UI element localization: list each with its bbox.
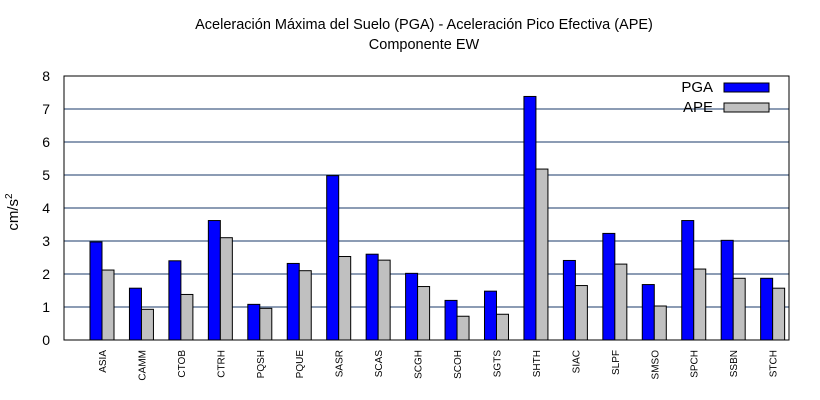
bar-ape-sasr <box>338 256 352 341</box>
y-axis-ticks: 0 1 2 3 4 5 6 7 8 <box>42 68 50 348</box>
x-tick-label: CAMM <box>137 350 148 381</box>
x-tick-label: SCAS <box>374 350 385 378</box>
bar-pga-shth <box>523 95 537 341</box>
legend-label-pga: PGA <box>681 79 713 96</box>
legend: PGA APE <box>681 79 770 116</box>
x-tick-label: STCH <box>769 350 780 377</box>
x-tick-label: SPCH <box>690 350 701 378</box>
x-tick-label: PQSH <box>256 350 267 378</box>
x-tick-label: SHTH <box>532 350 543 377</box>
x-tick-label: SASR <box>335 350 346 377</box>
y-axis-label-exponent: 2 <box>4 193 15 199</box>
bar-pga-ctrh <box>207 220 221 341</box>
x-tick-label: SSBN <box>729 350 740 377</box>
bar-ape-scgh <box>417 286 431 341</box>
bar-ape-siac <box>574 285 588 341</box>
x-tick-label: CTOB <box>177 350 188 378</box>
bars <box>89 95 786 341</box>
chart-title-line-1: Aceleración Máxima del Suelo (PGA) - Ace… <box>195 17 653 33</box>
y-tick-label: 3 <box>42 233 50 249</box>
bar-pga-scoh <box>444 299 458 341</box>
y-tick-label: 8 <box>42 68 50 84</box>
bar-pga-spch <box>681 220 695 341</box>
bar-ape-shth <box>535 168 549 341</box>
bar-pga-pqsh <box>247 303 261 341</box>
bar-ape-scas <box>377 259 391 341</box>
bar-ape-slpf <box>614 263 628 341</box>
bar-pga-asia <box>89 241 103 341</box>
bar-pga-sgts <box>483 290 497 341</box>
plot-frame <box>63 75 790 341</box>
bar-pga-stch <box>760 277 774 341</box>
chart-title: Aceleración Máxima del Suelo (PGA) - Ace… <box>0 15 820 55</box>
y-axis-label-unit: cm/s <box>5 199 22 231</box>
x-tick-label: SMSO <box>650 350 661 380</box>
bar-pga-siac <box>562 259 576 341</box>
legend-swatch-ape <box>723 102 770 113</box>
y-tick-label: 0 <box>42 332 50 348</box>
x-tick-label: SLPF <box>611 350 622 375</box>
bar-ape-asia <box>101 269 115 341</box>
bar-ape-ctrh <box>219 237 233 341</box>
x-tick-label: SGTS <box>492 350 503 378</box>
y-axis-label: cm/s2 <box>4 193 22 231</box>
bar-ape-pque <box>298 270 312 341</box>
y-tick-label: 6 <box>42 134 50 150</box>
y-tick-label: 1 <box>42 299 50 315</box>
y-tick-label: 7 <box>42 101 50 117</box>
x-tick-label: ASIA <box>98 350 109 373</box>
bar-pga-smso <box>641 284 655 341</box>
bar-ape-smso <box>653 305 667 341</box>
x-tick-label: CTRH <box>216 350 227 378</box>
bar-ape-camm <box>140 308 154 341</box>
bar-ape-spch <box>693 268 707 341</box>
chart-title-line-2: Componente EW <box>368 37 480 53</box>
bar-ape-ssbn <box>732 277 746 341</box>
gridlines <box>64 108 789 308</box>
bar-ape-pqsh <box>259 307 273 341</box>
bar-pga-pque <box>286 262 300 341</box>
bar-pga-sasr <box>326 175 340 341</box>
bar-ape-scoh <box>456 315 470 341</box>
x-tick-label: SCOH <box>453 350 464 379</box>
bar-pga-camm <box>128 287 142 341</box>
x-tick-label: SCGH <box>414 350 425 379</box>
y-tick-label: 4 <box>42 200 50 216</box>
bar-pga-ssbn <box>720 239 734 341</box>
x-tick-label: PQUE <box>295 350 306 379</box>
bar-ape-stch <box>772 287 786 341</box>
bar-ape-sgts <box>495 313 509 341</box>
bar-pga-ctob <box>168 260 182 341</box>
bar-pga-scas <box>365 253 379 341</box>
y-tick-label: 2 <box>42 266 50 282</box>
y-tick-label: 5 <box>42 167 50 183</box>
legend-label-ape: APE <box>683 99 713 116</box>
bar-ape-ctob <box>180 293 194 341</box>
x-tick-label: SIAC <box>571 350 582 373</box>
legend-swatch-pga <box>723 82 770 93</box>
bar-pga-scgh <box>405 272 419 341</box>
x-axis-labels: ASIA CAMM CTOB CTRH PQSH PQUE SASR SCAS SCGH SCOH… <box>98 350 780 381</box>
bar-pga-slpf <box>602 232 616 341</box>
